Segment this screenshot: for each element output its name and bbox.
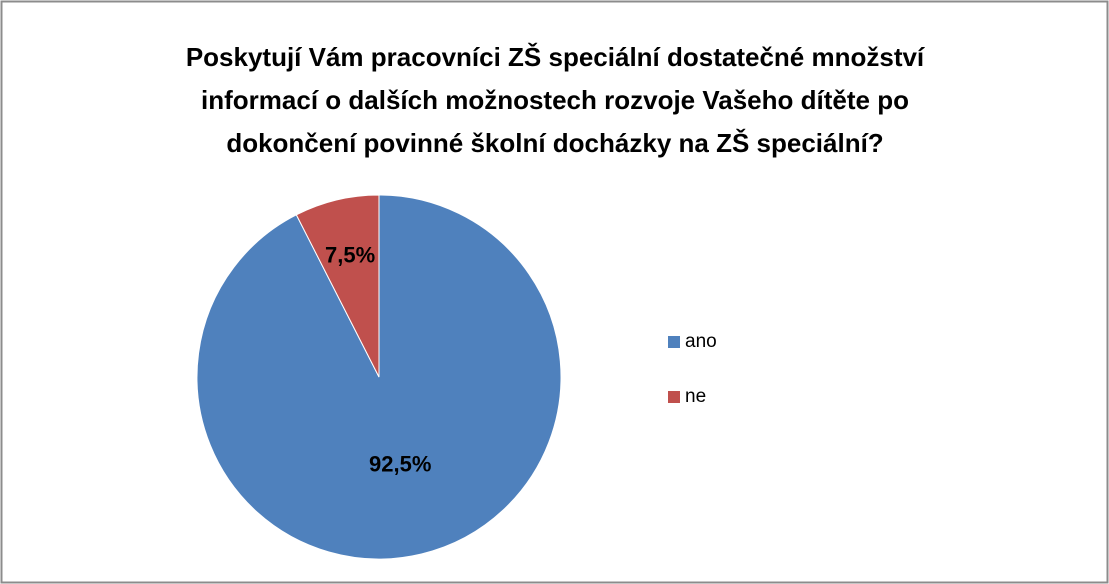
legend-swatch <box>668 336 680 348</box>
legend-label: ano <box>685 331 717 352</box>
pie-slice <box>295 194 380 378</box>
data-label: 7,5% <box>325 242 375 267</box>
legend-swatch <box>668 391 680 403</box>
chart-title: Poskytují Vám pracovníci ZŠ speciální do… <box>185 42 925 158</box>
legend-label: ne <box>685 386 706 407</box>
data-label: 92,5% <box>369 451 431 476</box>
